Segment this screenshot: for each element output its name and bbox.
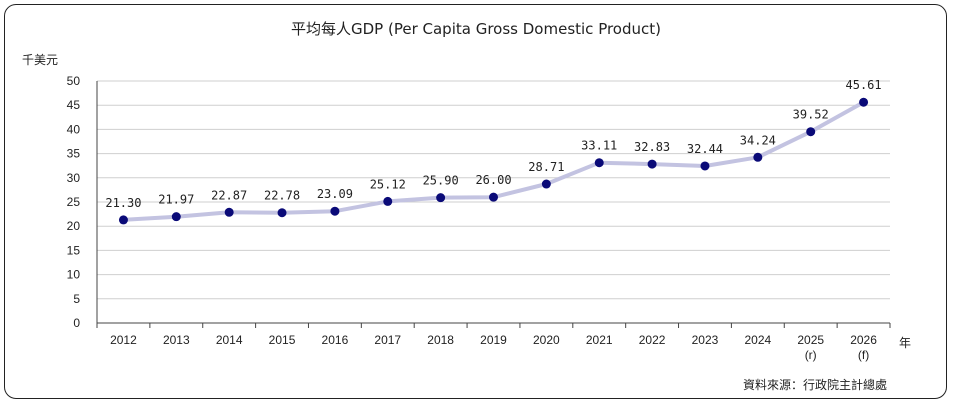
- y-axis-unit-label: 千美元: [22, 53, 58, 67]
- y-tick-label-25: 25: [67, 195, 81, 209]
- y-tick-label-40: 40: [67, 122, 81, 136]
- data-label-2021: 33.11: [581, 139, 617, 153]
- x-tick-labels: 2012 2013 2014 2015 2016 2017 2018 2019 2020 2021…: [110, 333, 877, 362]
- data-point-2022: [647, 159, 657, 169]
- data-label-2012: 21.30: [105, 196, 141, 210]
- x-tick-label-2023: 2023: [692, 333, 719, 347]
- data-label-2014: 22.87: [211, 188, 247, 202]
- data-label-2015: 22.78: [264, 189, 300, 203]
- x-tick-label-2017: 2017: [374, 333, 401, 347]
- x-tick-label-2016: 2016: [322, 333, 349, 347]
- y-tick-label-30: 30: [67, 171, 81, 185]
- data-point-2014: [224, 207, 234, 217]
- data-point-2025: [806, 127, 816, 137]
- x-axis-unit-label: 年: [899, 336, 911, 350]
- y-tick-label-50: 50: [67, 74, 81, 88]
- x-tick-label-2024: 2024: [744, 333, 771, 347]
- data-label-2013: 21.97: [158, 193, 194, 207]
- data-point-2026: [859, 97, 869, 107]
- x-tick-label-2025-(r): (r): [805, 348, 817, 362]
- x-tick-label-2021: 2021: [586, 333, 613, 347]
- data-point-2024: [753, 152, 763, 162]
- data-labels: 21.30 21.97 22.87 22.78 23.09 25.12 25.90 26.00…: [105, 78, 881, 210]
- y-tick-label-0: 0: [73, 316, 80, 330]
- data-point-2021: [594, 158, 604, 168]
- data-point-2017: [383, 196, 393, 206]
- data-label-2025: 39.52: [793, 108, 829, 122]
- x-tick-label-2013: 2013: [163, 333, 190, 347]
- y-tick-label-10: 10: [67, 268, 81, 282]
- y-tick-labels: 0 5 10 15 20 25 30 35 40 45 50: [67, 74, 81, 330]
- data-point-2019: [489, 192, 498, 202]
- axes: [96, 81, 891, 328]
- data-label-2026: 45.61: [846, 78, 882, 92]
- x-tick-label-2018: 2018: [427, 333, 454, 347]
- x-tick-label-2020: 2020: [533, 333, 560, 347]
- y-tick-label-15: 15: [67, 243, 81, 257]
- data-label-2023: 32.44: [687, 142, 723, 156]
- data-label-2017: 25.12: [370, 177, 406, 191]
- data-point-2018: [436, 193, 446, 203]
- data-label-2016: 23.09: [317, 187, 353, 201]
- x-tick-label-2025-(r): 2025: [797, 333, 824, 347]
- data-label-2020: 28.71: [528, 160, 564, 174]
- y-tick-label-20: 20: [67, 219, 81, 233]
- x-tick-label-2015: 2015: [269, 333, 296, 347]
- data-point-2023: [700, 161, 710, 171]
- x-tick-label-2012: 2012: [110, 333, 137, 347]
- y-tick-label-45: 45: [67, 98, 81, 112]
- source-note: 資料來源：行政院主計總處: [743, 377, 887, 392]
- y-tick-label-35: 35: [67, 147, 81, 161]
- chart-title: 平均每人GDP (Per Capita Gross Domestic Produ…: [291, 20, 661, 38]
- data-point-2020: [541, 179, 551, 189]
- x-tick-label-2026-(f): 2026: [850, 333, 877, 347]
- data-label-2019: 26.00: [475, 173, 511, 187]
- data-label-2018: 25.90: [423, 174, 459, 188]
- data-point-2013: [171, 212, 181, 222]
- x-tick-label-2019: 2019: [480, 333, 507, 347]
- gdp-series: [118, 97, 869, 225]
- data-label-2022: 32.83: [634, 140, 670, 154]
- x-tick-label-2026-(f): (f): [858, 348, 869, 362]
- data-label-2024: 34.24: [740, 133, 776, 147]
- data-point-2015: [277, 208, 287, 218]
- x-tick-label-2014: 2014: [216, 333, 243, 347]
- data-point-2012: [118, 215, 128, 225]
- x-tick-label-2022: 2022: [639, 333, 666, 347]
- data-point-2016: [330, 206, 340, 216]
- y-tick-label-5: 5: [73, 292, 80, 306]
